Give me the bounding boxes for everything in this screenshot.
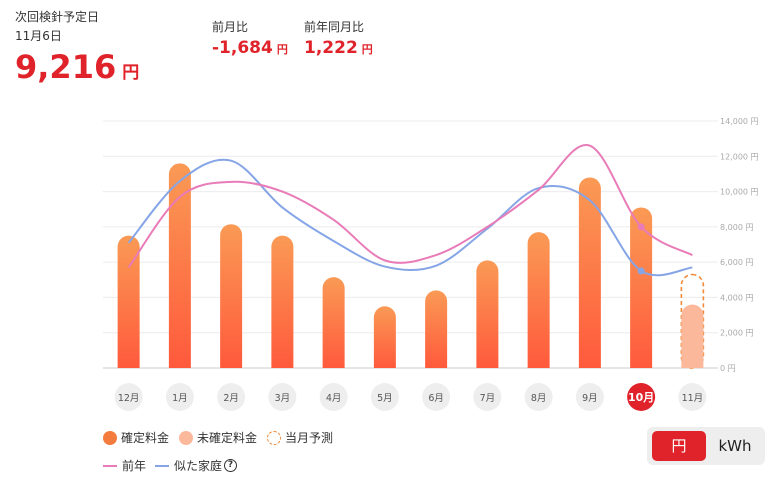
month-pill xyxy=(524,383,553,411)
x-tick-label: 10月 xyxy=(628,391,654,404)
y-tick-label: 14,000 円 xyxy=(720,117,759,126)
x-tick-label: 12月 xyxy=(118,393,140,404)
x-tick-label: 1月 xyxy=(172,393,188,404)
confirmed-bar xyxy=(578,177,601,368)
confirmed-bar xyxy=(373,306,396,368)
confirmed-bar xyxy=(271,235,294,368)
current-amount: 9,216 円 xyxy=(15,48,139,86)
x-tick-label: 6月 xyxy=(428,393,444,404)
x-tick-label: 4月 xyxy=(326,393,342,404)
unit-toggle: 円 kWh xyxy=(647,427,765,465)
similar-marker xyxy=(637,267,645,275)
prev-month-unit: 円 xyxy=(276,43,288,56)
similar-households-line xyxy=(127,158,693,277)
x-tick-label: 5月 xyxy=(377,393,393,404)
y-tick-label: 0 円 xyxy=(720,364,736,373)
x-tick-label: 9月 xyxy=(582,393,598,404)
y-tick-label: 4,000 円 xyxy=(720,293,753,302)
y-tick-label: 12,000 円 xyxy=(720,152,759,161)
month-pill xyxy=(422,383,451,411)
y-tick-label: 6,000 円 xyxy=(720,258,753,267)
prev-year-diff: 1,222 円 xyxy=(304,38,373,58)
unconfirmed-swatch xyxy=(179,430,193,445)
prev-month-label: 前月比 xyxy=(212,20,249,34)
x-tick-label: 8月 xyxy=(531,393,547,404)
confirmed-bar xyxy=(630,207,653,368)
confirmed-bar xyxy=(220,224,243,368)
confirmed-swatch xyxy=(103,430,117,445)
current-amount-unit: 円 xyxy=(122,63,140,83)
y-tick-label: 10,000 円 xyxy=(720,188,759,197)
kwh-option-button[interactable]: kWh xyxy=(718,437,752,455)
month-pill xyxy=(165,383,194,411)
legend-confirmed-label: 確定料金 xyxy=(121,431,170,445)
last-year-swatch xyxy=(103,464,117,467)
month-pill xyxy=(268,383,297,411)
legend-last-year: 前年 xyxy=(103,457,146,474)
x-tick-label: 7月 xyxy=(480,393,496,404)
confirmed-bar xyxy=(425,290,448,368)
legend-forecast-label: 当月予測 xyxy=(285,431,334,445)
legend-unconfirmed-label: 未確定料金 xyxy=(197,431,258,445)
confirmed-bar xyxy=(168,163,191,368)
prev-month-diff: -1,684 円 xyxy=(212,38,288,58)
month-pill xyxy=(217,383,246,411)
legend-confirmed: 確定料金 xyxy=(103,429,169,446)
current-amount-value: 9,216 xyxy=(15,48,117,86)
month-pill xyxy=(678,383,707,411)
y-tick-label: 8,000 円 xyxy=(720,223,753,232)
confirmed-bar xyxy=(322,277,345,368)
usage-chart: 0 円 2,000 円 4,000 円 6,000 円 8,000 円 10,000 円 1… xyxy=(103,117,759,411)
month-pill xyxy=(114,383,143,411)
x-tick-label: 2月 xyxy=(223,393,239,404)
confirmed-bar xyxy=(476,260,499,368)
forecast-swatch xyxy=(267,430,281,445)
confirmed-bar xyxy=(117,235,140,368)
y-tick-label: 2,000 円 xyxy=(720,329,753,338)
month-pill xyxy=(319,383,348,411)
legend-unconfirmed: 未確定料金 xyxy=(179,429,257,446)
next-reading-label: 次回検針予定日 xyxy=(15,10,100,24)
month-pill xyxy=(627,383,656,411)
month-pill xyxy=(473,383,502,411)
confirmed-bar xyxy=(527,232,550,368)
unconfirmed-bar xyxy=(681,304,704,368)
next-reading-date: 11月6日 xyxy=(15,29,62,43)
prev-month-value: -1,684 xyxy=(212,38,273,58)
yen-option-button[interactable]: 円 xyxy=(652,431,706,461)
legend-forecast: 当月予測 xyxy=(267,429,333,446)
last-year-line xyxy=(127,144,693,269)
x-tick-label: 3月 xyxy=(275,393,291,404)
x-tick-label: 11月 xyxy=(682,393,704,404)
prev-year-value: 1,222 xyxy=(304,38,358,58)
legend-similar: 似た家庭 ? xyxy=(155,457,238,474)
similar-swatch xyxy=(155,464,169,467)
prev-year-label: 前年同月比 xyxy=(304,20,365,34)
last-year-marker xyxy=(637,223,645,231)
month-pill xyxy=(370,383,399,411)
help-icon[interactable]: ? xyxy=(224,459,238,472)
legend-similar-label: 似た家庭 xyxy=(174,459,223,473)
month-pill xyxy=(575,383,604,411)
legend-last-year-label: 前年 xyxy=(122,459,147,473)
prev-year-unit: 円 xyxy=(361,43,373,56)
